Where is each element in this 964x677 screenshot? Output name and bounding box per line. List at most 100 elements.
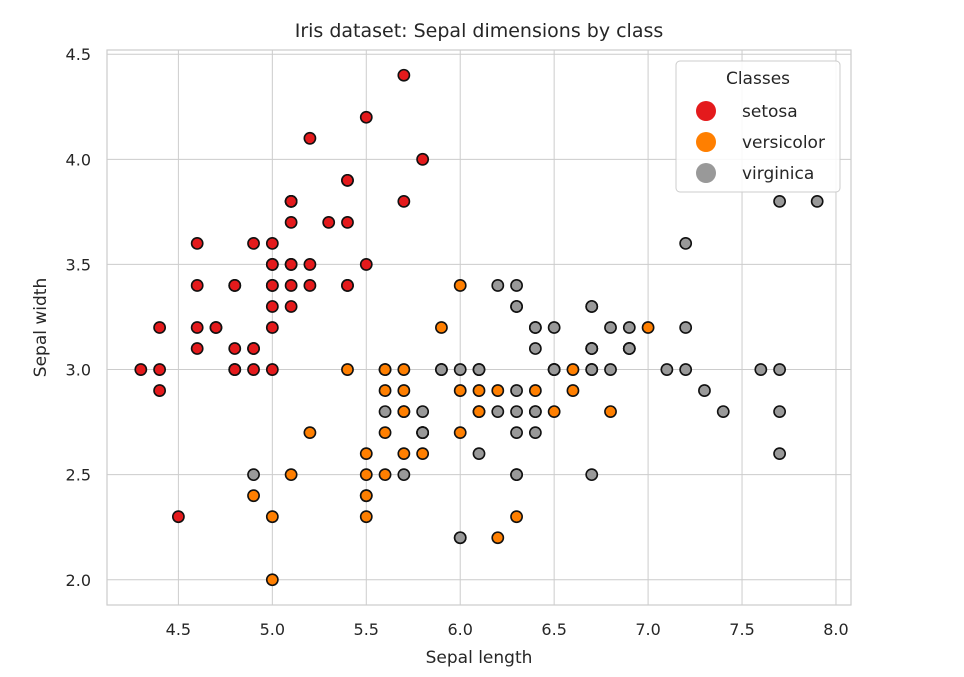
data-point-setosa: [322, 215, 336, 229]
data-point-setosa: [359, 110, 373, 124]
data-point-versicolor: [510, 510, 523, 524]
data-point-virginica: [416, 405, 430, 418]
data-point-versicolor: [453, 384, 467, 397]
x-tick-label: 4.5: [166, 620, 191, 639]
data-point-versicolor: [378, 426, 392, 440]
data-point-versicolor: [359, 489, 373, 503]
data-point-setosa: [284, 258, 298, 271]
data-point-setosa: [190, 342, 204, 355]
data-point-versicolor: [397, 363, 411, 376]
data-point-versicolor: [641, 321, 655, 334]
data-point-virginica: [604, 363, 617, 376]
x-tick-label: 7.0: [635, 620, 660, 639]
data-point-virginica: [547, 363, 561, 376]
data-point-versicolor: [453, 426, 467, 440]
data-point-versicolor: [303, 426, 317, 440]
data-point-setosa: [247, 363, 260, 376]
legend-marker-virginica: [696, 163, 716, 183]
data-point-virginica: [773, 405, 787, 418]
plot-border: [106, 49, 852, 606]
data-point-setosa: [284, 215, 298, 229]
data-point-virginica: [754, 363, 768, 376]
data-point-virginica: [679, 237, 693, 250]
data-point-virginica: [491, 279, 505, 292]
data-point-virginica: [378, 405, 392, 418]
plot-frame: [106, 49, 852, 606]
y-tick-label: 3.5: [66, 255, 91, 274]
x-tick-label: 7.5: [729, 620, 754, 639]
data-point-versicolor: [378, 384, 392, 397]
x-tick-label: 8.0: [823, 620, 848, 639]
data-point-virginica: [622, 342, 636, 355]
data-point-setosa: [153, 321, 167, 334]
y-tick-label: 4.5: [66, 45, 91, 64]
y-tick-label: 3.0: [66, 361, 91, 380]
data-point-setosa: [190, 279, 204, 292]
data-point-setosa: [303, 279, 317, 292]
x-tick-label: 6.5: [541, 620, 566, 639]
data-point-setosa: [341, 215, 354, 229]
data-point-virginica: [247, 468, 260, 482]
data-point-virginica: [622, 321, 636, 334]
data-point-versicolor: [378, 363, 392, 376]
data-point-virginica: [679, 321, 693, 334]
data-point-virginica: [528, 405, 542, 418]
data-point-virginica: [585, 300, 599, 313]
data-point-versicolor: [247, 489, 260, 503]
data-point-versicolor: [435, 321, 448, 334]
data-point-virginica: [585, 468, 599, 482]
x-axis-label: Sepal length: [426, 648, 533, 668]
data-point-versicolor: [491, 531, 505, 545]
data-point-setosa: [228, 279, 242, 292]
data-point-virginica: [510, 384, 523, 397]
data-point-virginica: [679, 363, 693, 376]
data-point-setosa: [228, 342, 242, 355]
data-point-virginica: [435, 363, 448, 376]
y-tick-label: 2.0: [66, 571, 91, 590]
data-point-setosa: [341, 279, 354, 292]
data-point-versicolor: [604, 405, 617, 418]
legend-label-setosa: setosa: [742, 102, 798, 122]
data-point-virginica: [660, 363, 674, 376]
data-point-setosa: [284, 194, 298, 208]
data-point-virginica: [510, 405, 523, 418]
data-point-setosa: [284, 279, 298, 292]
data-point-setosa: [303, 131, 317, 145]
data-point-setosa: [416, 152, 430, 166]
data-point-setosa: [303, 258, 317, 271]
data-point-virginica: [604, 321, 617, 334]
data-point-setosa: [209, 321, 223, 334]
legend-marker-setosa: [696, 101, 716, 121]
data-point-virginica: [547, 321, 561, 334]
data-point-virginica: [453, 531, 467, 545]
data-point-setosa: [341, 173, 354, 187]
data-point-setosa: [265, 258, 279, 271]
legend-marker-versicolor: [696, 132, 716, 152]
x-tick-label: 5.0: [260, 620, 285, 639]
y-axis-label: Sepal width: [31, 278, 51, 377]
legend-label-virginica: virginica: [742, 164, 814, 184]
legend-box: [675, 60, 841, 193]
data-point-virginica: [416, 426, 430, 440]
y-tick-label: 4.0: [66, 150, 91, 169]
data-point-versicolor: [284, 468, 298, 482]
data-point-versicolor: [378, 468, 392, 482]
data-point-setosa: [247, 342, 260, 355]
legend-label-versicolor: versicolor: [742, 133, 825, 153]
data-point-versicolor: [566, 363, 580, 376]
data-point-virginica: [698, 384, 711, 397]
data-point-versicolor: [265, 510, 279, 524]
data-point-versicolor: [453, 279, 467, 292]
legend-items: setosa versicolor virginica: [696, 101, 825, 184]
data-point-setosa: [228, 363, 242, 376]
data-point-virginica: [528, 426, 542, 440]
data-point-virginica: [810, 194, 824, 208]
data-point-virginica: [453, 363, 467, 376]
data-point-versicolor: [397, 405, 411, 418]
data-point-virginica: [528, 342, 542, 355]
chart-title: Iris dataset: Sepal dimensions by class: [295, 20, 664, 42]
data-point-virginica: [510, 279, 523, 292]
data-point-versicolor: [472, 405, 486, 418]
data-point-setosa: [265, 321, 279, 334]
